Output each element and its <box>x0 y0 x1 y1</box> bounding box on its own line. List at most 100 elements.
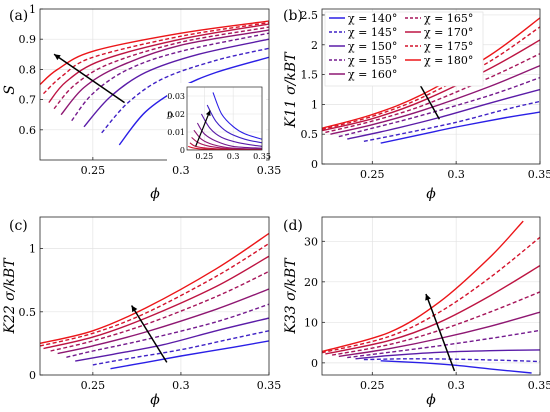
series-line <box>66 303 269 358</box>
series-line <box>40 232 269 345</box>
series-line <box>330 64 540 135</box>
series-line <box>75 317 269 362</box>
x-axis-label: ϕ <box>150 186 160 202</box>
series-line <box>338 311 540 358</box>
y-axis-label: K33 σ/kBT <box>283 257 299 335</box>
panel-c: 0.25 0.3 0.35 0 0.5 1(c) ϕ K22 σ/kBT <box>2 216 281 408</box>
series-line <box>92 330 269 366</box>
y-tick-label: 0 <box>311 357 318 370</box>
x-tick-label: 0.25 <box>360 168 385 181</box>
y-tick-label: 20 <box>304 276 318 289</box>
y-tick-label: 10 <box>304 316 318 329</box>
series-line <box>40 20 269 86</box>
x-tick-label: 0.3 <box>172 379 190 392</box>
axes-frame <box>321 216 541 376</box>
y-tick-label: 1 <box>311 98 318 111</box>
series-line <box>322 17 540 129</box>
series-line <box>347 88 540 140</box>
series-line <box>40 242 269 347</box>
legend-box <box>324 11 484 87</box>
series-line <box>193 129 262 150</box>
series-line <box>43 21 269 95</box>
series-line <box>71 32 269 122</box>
x-tick-label: 0.25 <box>360 379 385 392</box>
legend-item-label: χ = 170° <box>424 26 473 39</box>
y-axis-label: K11 σ/kBT <box>283 51 299 129</box>
trend-arrow-head <box>425 293 431 301</box>
panel-label: (d) <box>283 218 303 234</box>
x-tick-label: 0.3 <box>227 152 240 161</box>
legend-item-label: χ = 140° <box>348 12 397 25</box>
trend-arrow-head <box>54 54 61 61</box>
trend-arrow-line <box>425 293 456 372</box>
trend-arrow-line <box>130 305 168 363</box>
x-axis-label: ϕ <box>150 392 160 408</box>
inset-y-label: D <box>166 112 174 121</box>
panel-a: 0.25 0.3 0.35 0.6 0.7 0.8 0.9 1(a) ϕ S <box>2 3 281 202</box>
legend-item-label: χ = 180° <box>424 54 473 67</box>
trend-arrow-head <box>131 305 138 313</box>
series-group <box>322 220 540 374</box>
series-line <box>57 288 269 355</box>
x-tick-label: 0.25 <box>81 379 106 392</box>
panel-b: 0.25 0.3 0.35 0 0.5 1 1.5 2 2.5(b) ϕ K11 σ/kBT <box>283 8 550 202</box>
series-line <box>43 255 269 350</box>
series-line <box>50 270 269 352</box>
y-tick-label: 0.5 <box>19 306 37 319</box>
series-line <box>101 47 269 134</box>
series-line <box>212 92 262 140</box>
legend-item-label: χ = 160° <box>348 68 397 81</box>
series-line <box>363 358 540 363</box>
axes-frame <box>39 8 270 161</box>
series-line <box>347 329 540 359</box>
trend-arrow-line <box>53 53 125 104</box>
axes-frame <box>39 216 270 376</box>
panel-a-inset: 0.25 0.3 0.35 0 0.01 0.02 0.03 D <box>166 83 271 162</box>
series-line <box>331 291 540 356</box>
axes-frame <box>321 8 541 165</box>
series-line <box>325 53 540 134</box>
series-line <box>355 349 540 360</box>
y-tick-label: 0.8 <box>19 63 37 76</box>
series-line <box>363 100 540 142</box>
panel-label: (b) <box>283 8 303 24</box>
legend-item-label: χ = 165° <box>424 12 473 25</box>
panel-label: (a) <box>9 8 28 24</box>
x-tick-label: 0.35 <box>253 152 271 161</box>
y-tick-label: 0.7 <box>19 94 37 107</box>
x-tick-label: 0.3 <box>447 379 465 392</box>
series-group <box>40 232 269 370</box>
inset-frame <box>186 86 263 151</box>
x-tick-label: 0.35 <box>528 379 550 392</box>
x-tick-label: 0.25 <box>195 152 213 161</box>
series-line <box>110 340 269 370</box>
series-line <box>322 26 540 131</box>
trend-arrow-head <box>205 110 211 116</box>
y-tick-label: 0.6 <box>19 124 37 137</box>
series-line <box>60 29 269 116</box>
series-group <box>40 20 269 146</box>
y-tick-label: 0.02 <box>167 110 185 119</box>
trend-arrow-line <box>195 110 211 147</box>
x-tick-label: 0.3 <box>447 168 465 181</box>
x-tick-label: 0.35 <box>528 168 550 181</box>
y-axis-label: S <box>2 85 18 95</box>
series-line <box>48 23 269 104</box>
series-line <box>338 76 540 138</box>
y-tick-label: 0.5 <box>301 128 319 141</box>
y-tick-label: 0.9 <box>19 33 37 46</box>
x-tick-label: 0.3 <box>172 164 190 177</box>
x-axis-label: ϕ <box>426 392 436 408</box>
series-line <box>53 26 269 110</box>
legend: χ = 140°χ = 145°χ = 150°χ = 155°χ = 160°… <box>324 11 484 87</box>
series-line <box>322 220 524 353</box>
x-tick-label: 0.35 <box>257 164 282 177</box>
y-axis-label: K22 σ/kBT <box>2 257 18 335</box>
y-tick-label: 1 <box>29 243 36 256</box>
y-tick-label: 2 <box>311 39 318 52</box>
series-line <box>380 360 532 374</box>
series-line <box>322 236 540 354</box>
y-tick-label: 1 <box>29 3 36 16</box>
y-tick-label: 1.5 <box>301 69 319 82</box>
